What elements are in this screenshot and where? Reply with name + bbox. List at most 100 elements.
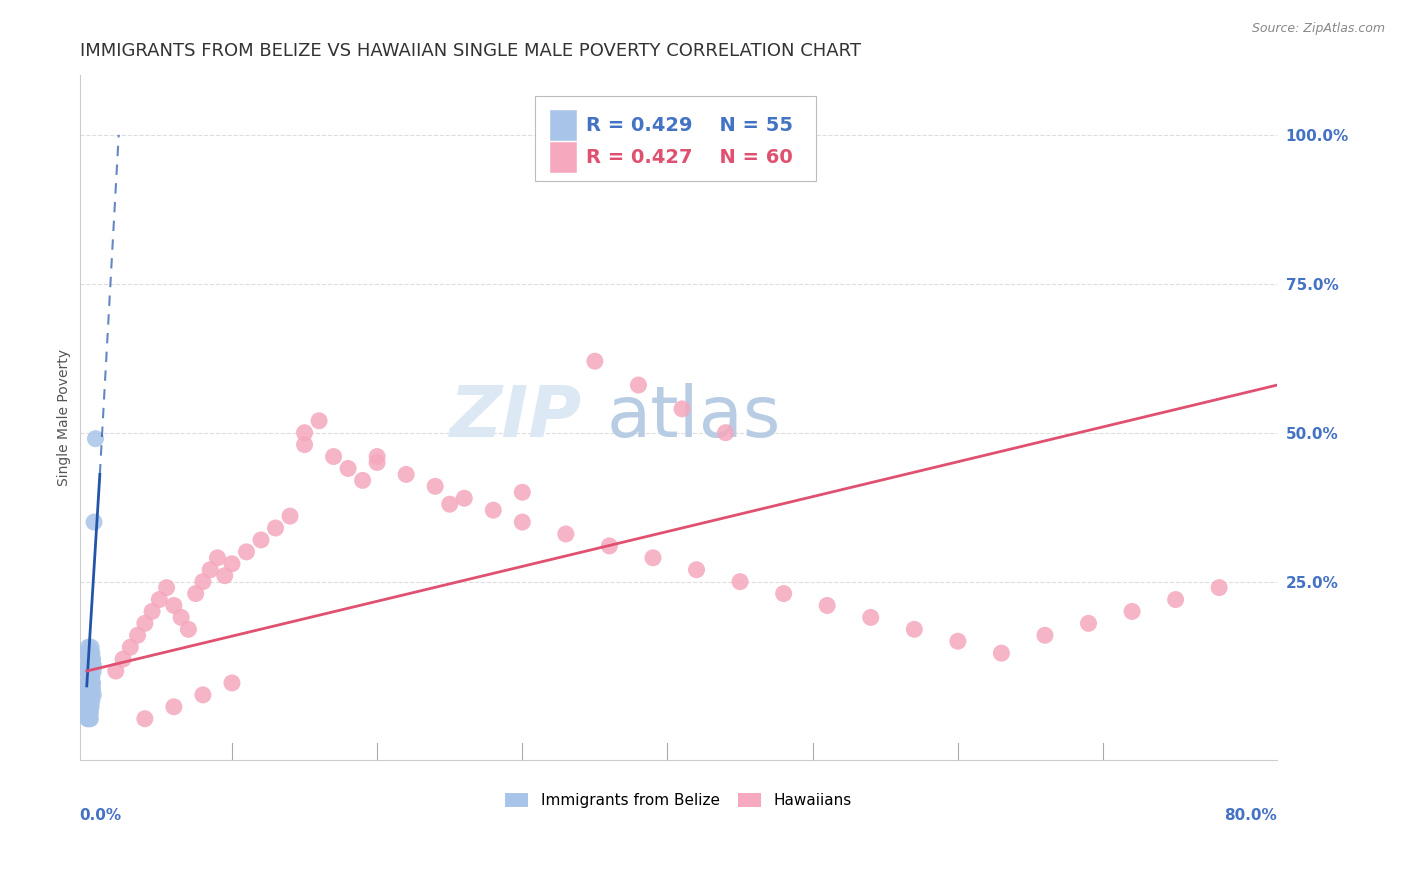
- Point: [294, 425, 316, 440]
- Point: [685, 563, 707, 577]
- Point: [235, 545, 257, 559]
- Point: [1121, 604, 1143, 618]
- Point: [946, 634, 969, 648]
- Point: [627, 378, 650, 392]
- Point: [76, 681, 98, 696]
- Point: [76, 646, 98, 660]
- Point: [76, 712, 98, 726]
- Point: [79, 646, 101, 660]
- Point: [79, 658, 101, 673]
- Text: IMMIGRANTS FROM BELIZE VS HAWAIIAN SINGLE MALE POVERTY CORRELATION CHART: IMMIGRANTS FROM BELIZE VS HAWAIIAN SINGL…: [80, 42, 860, 60]
- Point: [79, 652, 101, 666]
- Point: [134, 616, 156, 631]
- Point: [77, 652, 100, 666]
- FancyBboxPatch shape: [550, 142, 576, 173]
- Point: [82, 676, 104, 690]
- Point: [82, 681, 104, 696]
- Point: [76, 699, 98, 714]
- Point: [191, 688, 214, 702]
- Point: [84, 432, 107, 446]
- Point: [177, 623, 200, 637]
- Point: [214, 568, 236, 582]
- Point: [80, 676, 103, 690]
- Point: [156, 581, 179, 595]
- Point: [77, 699, 100, 714]
- Point: [163, 699, 186, 714]
- Point: [221, 676, 243, 690]
- Point: [79, 706, 101, 720]
- Point: [79, 676, 101, 690]
- Point: [1033, 628, 1056, 642]
- Point: [221, 557, 243, 571]
- Point: [82, 658, 104, 673]
- Point: [583, 354, 606, 368]
- Point: [990, 646, 1012, 660]
- Point: [141, 604, 163, 618]
- Text: Source: ZipAtlas.com: Source: ZipAtlas.com: [1251, 22, 1385, 36]
- Point: [80, 699, 103, 714]
- Point: [82, 664, 104, 678]
- Point: [134, 712, 156, 726]
- Point: [80, 658, 103, 673]
- Point: [127, 628, 149, 642]
- Point: [598, 539, 620, 553]
- Point: [1077, 616, 1099, 631]
- Point: [815, 599, 838, 613]
- Point: [80, 640, 103, 655]
- Point: [80, 646, 103, 660]
- Point: [250, 533, 273, 547]
- Point: [82, 652, 104, 666]
- Point: [352, 474, 374, 488]
- Point: [79, 676, 101, 690]
- Point: [79, 694, 101, 708]
- Point: [1164, 592, 1187, 607]
- Point: [80, 694, 103, 708]
- Point: [79, 688, 101, 702]
- Point: [714, 425, 737, 440]
- Point: [77, 670, 100, 684]
- Point: [80, 670, 103, 684]
- Point: [82, 658, 104, 673]
- Text: 80.0%: 80.0%: [1225, 808, 1277, 823]
- Point: [80, 670, 103, 684]
- Point: [76, 706, 98, 720]
- Point: [482, 503, 505, 517]
- Point: [77, 688, 100, 702]
- Point: [337, 461, 360, 475]
- Point: [554, 527, 576, 541]
- Point: [82, 688, 104, 702]
- Point: [77, 640, 100, 655]
- Point: [79, 681, 101, 696]
- Point: [76, 694, 98, 708]
- Point: [366, 450, 388, 464]
- Point: [264, 521, 287, 535]
- Point: [425, 479, 447, 493]
- Point: [184, 586, 207, 600]
- FancyBboxPatch shape: [534, 95, 815, 181]
- Point: [510, 485, 533, 500]
- Point: [641, 550, 664, 565]
- Point: [79, 664, 101, 678]
- Legend: Immigrants from Belize, Hawaiians: Immigrants from Belize, Hawaiians: [499, 787, 858, 814]
- Point: [77, 646, 100, 660]
- Point: [76, 664, 98, 678]
- Point: [79, 712, 101, 726]
- Point: [191, 574, 214, 589]
- Point: [77, 706, 100, 720]
- Point: [163, 599, 186, 613]
- Point: [671, 401, 693, 416]
- Point: [79, 712, 101, 726]
- Text: 0.0%: 0.0%: [80, 808, 122, 823]
- Point: [112, 652, 135, 666]
- Point: [308, 414, 330, 428]
- Point: [77, 676, 100, 690]
- Point: [859, 610, 882, 624]
- Point: [278, 509, 301, 524]
- Point: [120, 640, 142, 655]
- Point: [294, 437, 316, 451]
- Point: [80, 652, 103, 666]
- Point: [79, 681, 101, 696]
- Text: atlas: atlas: [606, 384, 780, 452]
- Point: [207, 550, 229, 565]
- Y-axis label: Single Male Poverty: Single Male Poverty: [58, 350, 72, 486]
